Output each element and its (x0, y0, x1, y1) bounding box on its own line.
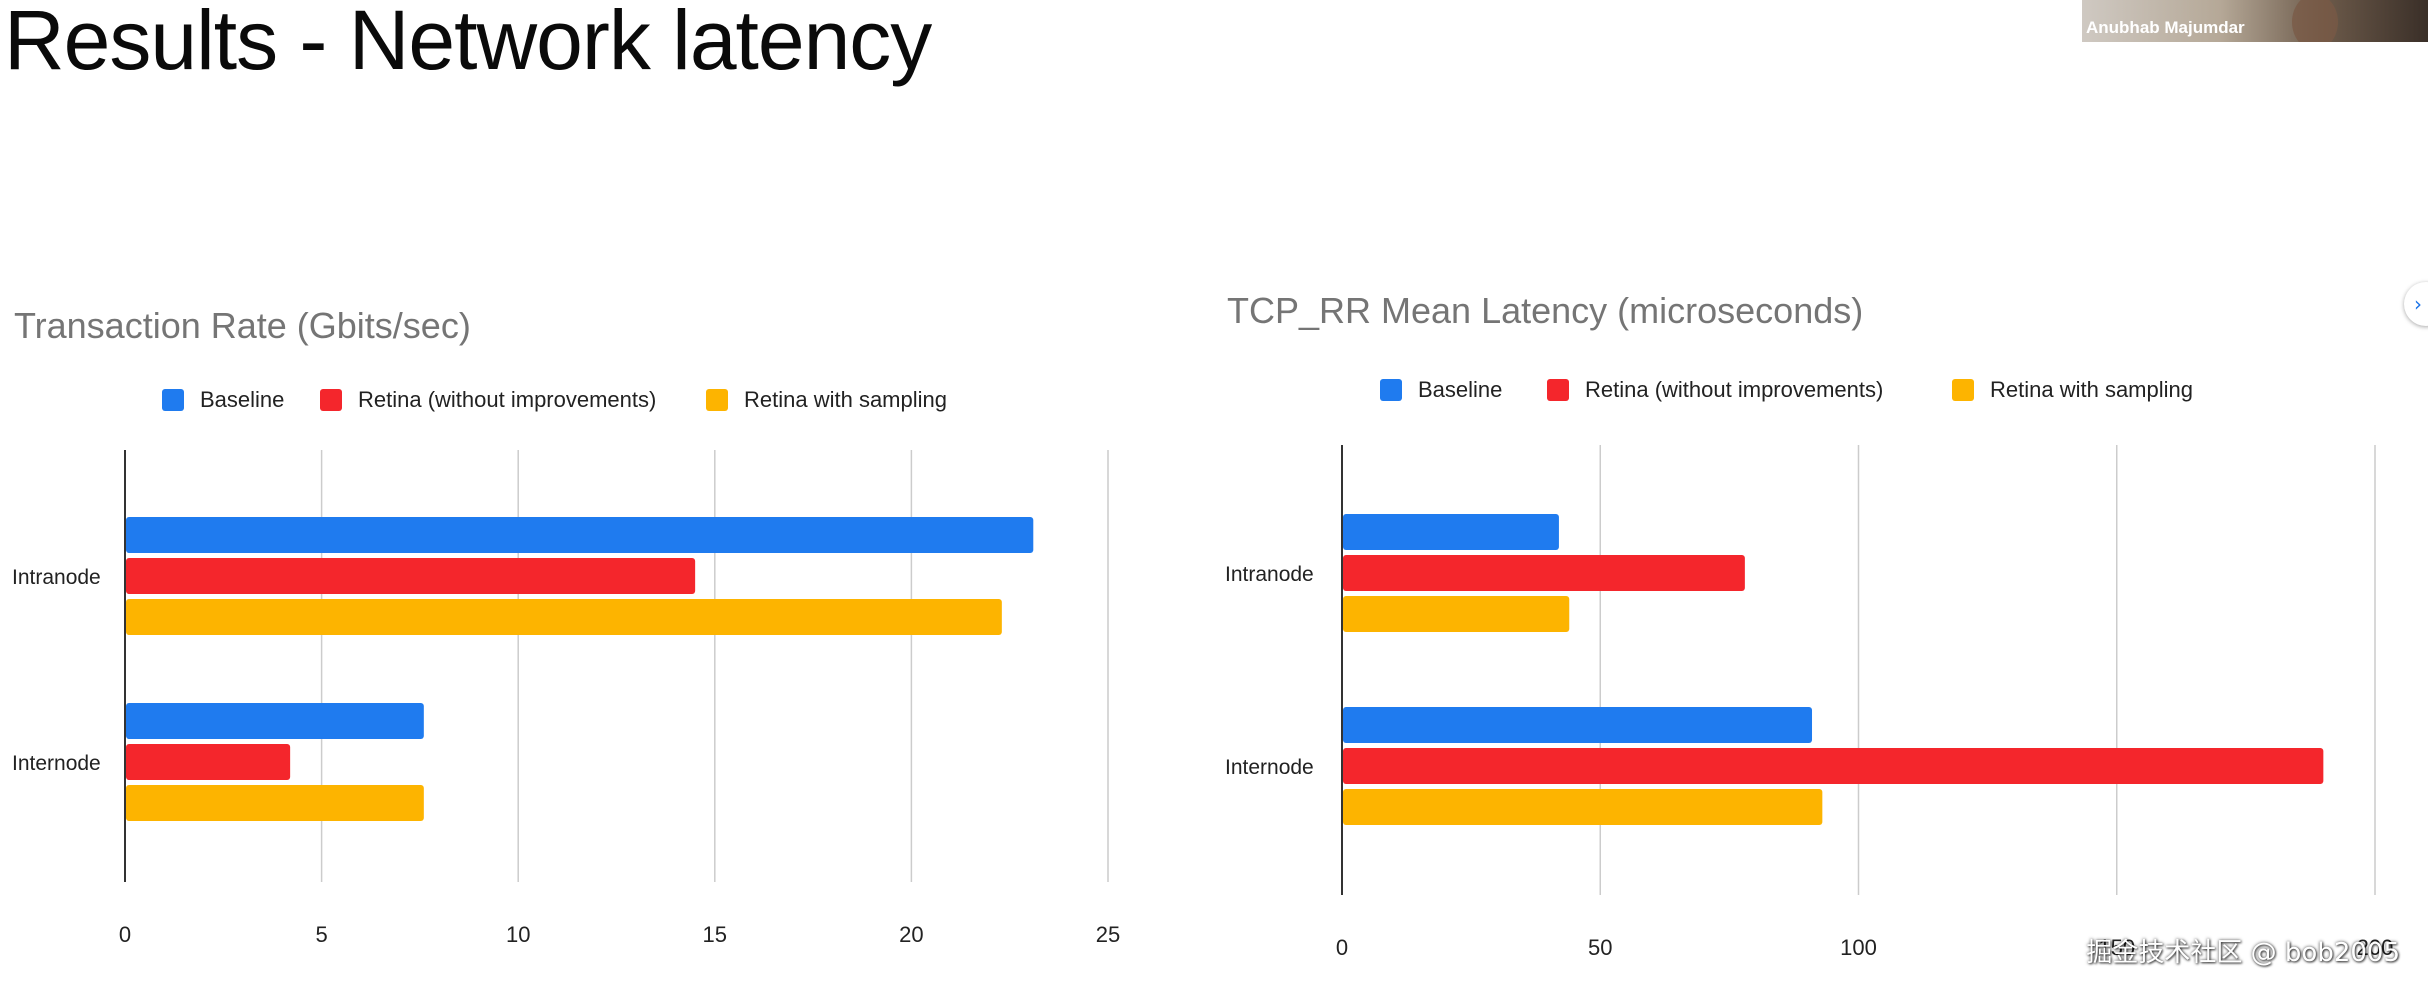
x-tick-label: 50 (1588, 935, 1612, 960)
x-tick-label: 20 (899, 922, 923, 947)
legend-label: Retina with sampling (1990, 377, 2193, 402)
bar (126, 744, 291, 780)
bar (126, 517, 1034, 553)
bar (1343, 707, 1813, 743)
legend-label: Baseline (200, 387, 284, 412)
x-tick-label: 10 (506, 922, 530, 947)
bar (1343, 748, 2324, 784)
bar (1343, 789, 1823, 825)
x-tick-label: 100 (1840, 935, 1877, 960)
bar (1343, 514, 1559, 550)
presenter-name: Anubhab Majumdar (2086, 18, 2245, 37)
x-tick-label: 15 (703, 922, 727, 947)
bar (126, 599, 1002, 635)
legend-label: Baseline (1418, 377, 1502, 402)
legend-swatch (1952, 379, 1974, 401)
legend-swatch (320, 389, 342, 411)
legend-label: Retina with sampling (744, 387, 947, 412)
bar (126, 703, 424, 739)
x-tick-label: 0 (1336, 935, 1348, 960)
legend-swatch (706, 389, 728, 411)
bar (1343, 555, 1745, 591)
x-tick-label: 200 (2357, 935, 2394, 960)
transaction-rate-chart: Transaction Rate (Gbits/sec) 0 5 10 15 20 25 Ba… (12, 305, 1120, 947)
category-label: Internode (1225, 756, 1314, 779)
legend-swatch (1547, 379, 1569, 401)
x-tick-label: 0 (119, 922, 131, 947)
bar (1343, 596, 1570, 632)
slide-title: Results - Network latency (4, 0, 932, 87)
legend-swatch (1380, 379, 1402, 401)
chart-title: TCP_RR Mean Latency (microseconds) (1227, 290, 1863, 331)
watermark: 掘金技术社区 @ bob2005 (2086, 938, 2400, 968)
chart-title: Transaction Rate (Gbits/sec) (14, 305, 471, 346)
x-tick-label: 5 (315, 922, 327, 947)
x-tick-label: 25 (1096, 922, 1120, 947)
bar (126, 558, 696, 594)
presenter-video-thumbnail[interactable]: Anubhab Majumdar (2082, 0, 2428, 42)
legend-swatch (162, 389, 184, 411)
category-label: Intranode (1225, 563, 1314, 586)
legend-label: Retina (without improvements) (1585, 377, 1883, 402)
presenter-avatar (2292, 0, 2338, 42)
bar (126, 785, 424, 821)
legend-label: Retina (without improvements) (358, 387, 656, 412)
category-label: Intranode (12, 566, 101, 589)
x-tick-label: 150 (2098, 935, 2135, 960)
category-label: Internode (12, 752, 101, 775)
